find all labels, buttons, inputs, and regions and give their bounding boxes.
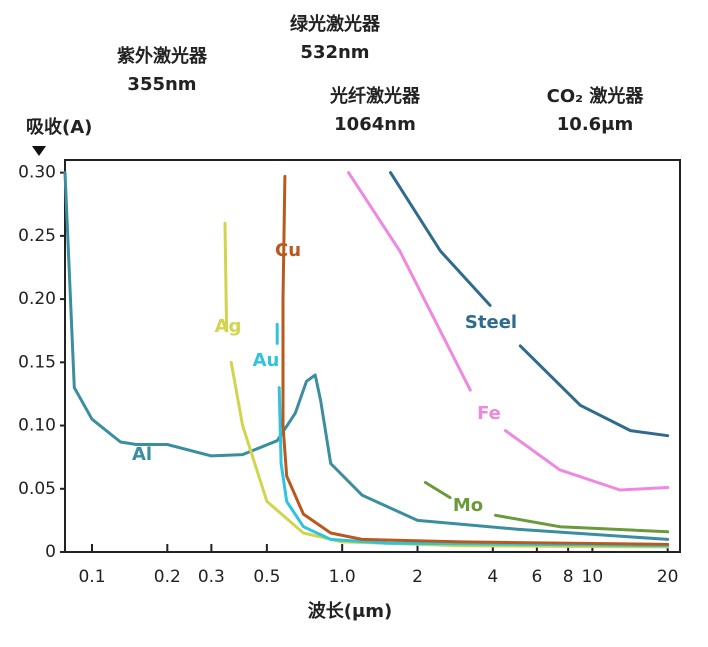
x-tick-label: 0.1 bbox=[78, 567, 105, 587]
x-tick-label: 4 bbox=[487, 567, 498, 587]
series-label: Steel bbox=[465, 312, 517, 333]
x-tick-label: 8 bbox=[563, 567, 574, 587]
y-tick-label: 0 bbox=[45, 542, 56, 562]
series-line bbox=[423, 481, 670, 534]
series-label: Au bbox=[253, 350, 280, 371]
series-label: Mo bbox=[453, 495, 483, 516]
x-axis-label: 波长(μm) bbox=[308, 600, 392, 622]
y-tick-label: 0.20 bbox=[18, 289, 56, 309]
y-axis-label: 吸收(A) bbox=[26, 116, 92, 138]
annotation-title: 绿光激光器 bbox=[290, 13, 381, 35]
series-line bbox=[281, 174, 670, 546]
annotation-value: 355nm bbox=[127, 74, 196, 95]
y-tick-label: 0.15 bbox=[18, 352, 56, 372]
series-label: Al bbox=[132, 444, 152, 465]
y-tick-label: 0.25 bbox=[18, 226, 56, 246]
y-tick-label: 0.10 bbox=[18, 416, 56, 436]
series-label: Fe bbox=[477, 403, 501, 424]
x-tick-label: 10 bbox=[582, 567, 604, 587]
annotation-title: 光纤激光器 bbox=[329, 85, 421, 107]
series-label: Ag bbox=[215, 316, 242, 337]
annotation-value: 1064nm bbox=[334, 114, 416, 135]
y-axis-marker bbox=[32, 146, 46, 156]
series-line bbox=[275, 322, 670, 548]
x-tick-label: 0.3 bbox=[198, 567, 225, 587]
series-line bbox=[347, 171, 670, 492]
series-line bbox=[389, 171, 670, 438]
plot-frame bbox=[64, 159, 681, 553]
series-line bbox=[223, 221, 670, 549]
series-label: Cu bbox=[275, 240, 301, 261]
x-tick-label: 0.2 bbox=[154, 567, 181, 587]
x-tick-label: 6 bbox=[531, 567, 542, 587]
annotation-value: 10.6μm bbox=[557, 114, 633, 135]
annotation-value: 532nm bbox=[300, 42, 369, 63]
y-tick-label: 0.30 bbox=[18, 163, 56, 183]
x-tick-label: 2 bbox=[412, 567, 423, 587]
annotation-title: 紫外激光器 bbox=[117, 45, 208, 67]
y-tick-label: 0.05 bbox=[18, 479, 56, 499]
x-tick-label: 20 bbox=[657, 567, 679, 587]
x-tick-label: 0.5 bbox=[253, 567, 280, 587]
x-tick-label: 1.0 bbox=[329, 567, 356, 587]
annotation-title: CO₂ 激光器 bbox=[547, 85, 645, 107]
series-line bbox=[63, 171, 670, 541]
